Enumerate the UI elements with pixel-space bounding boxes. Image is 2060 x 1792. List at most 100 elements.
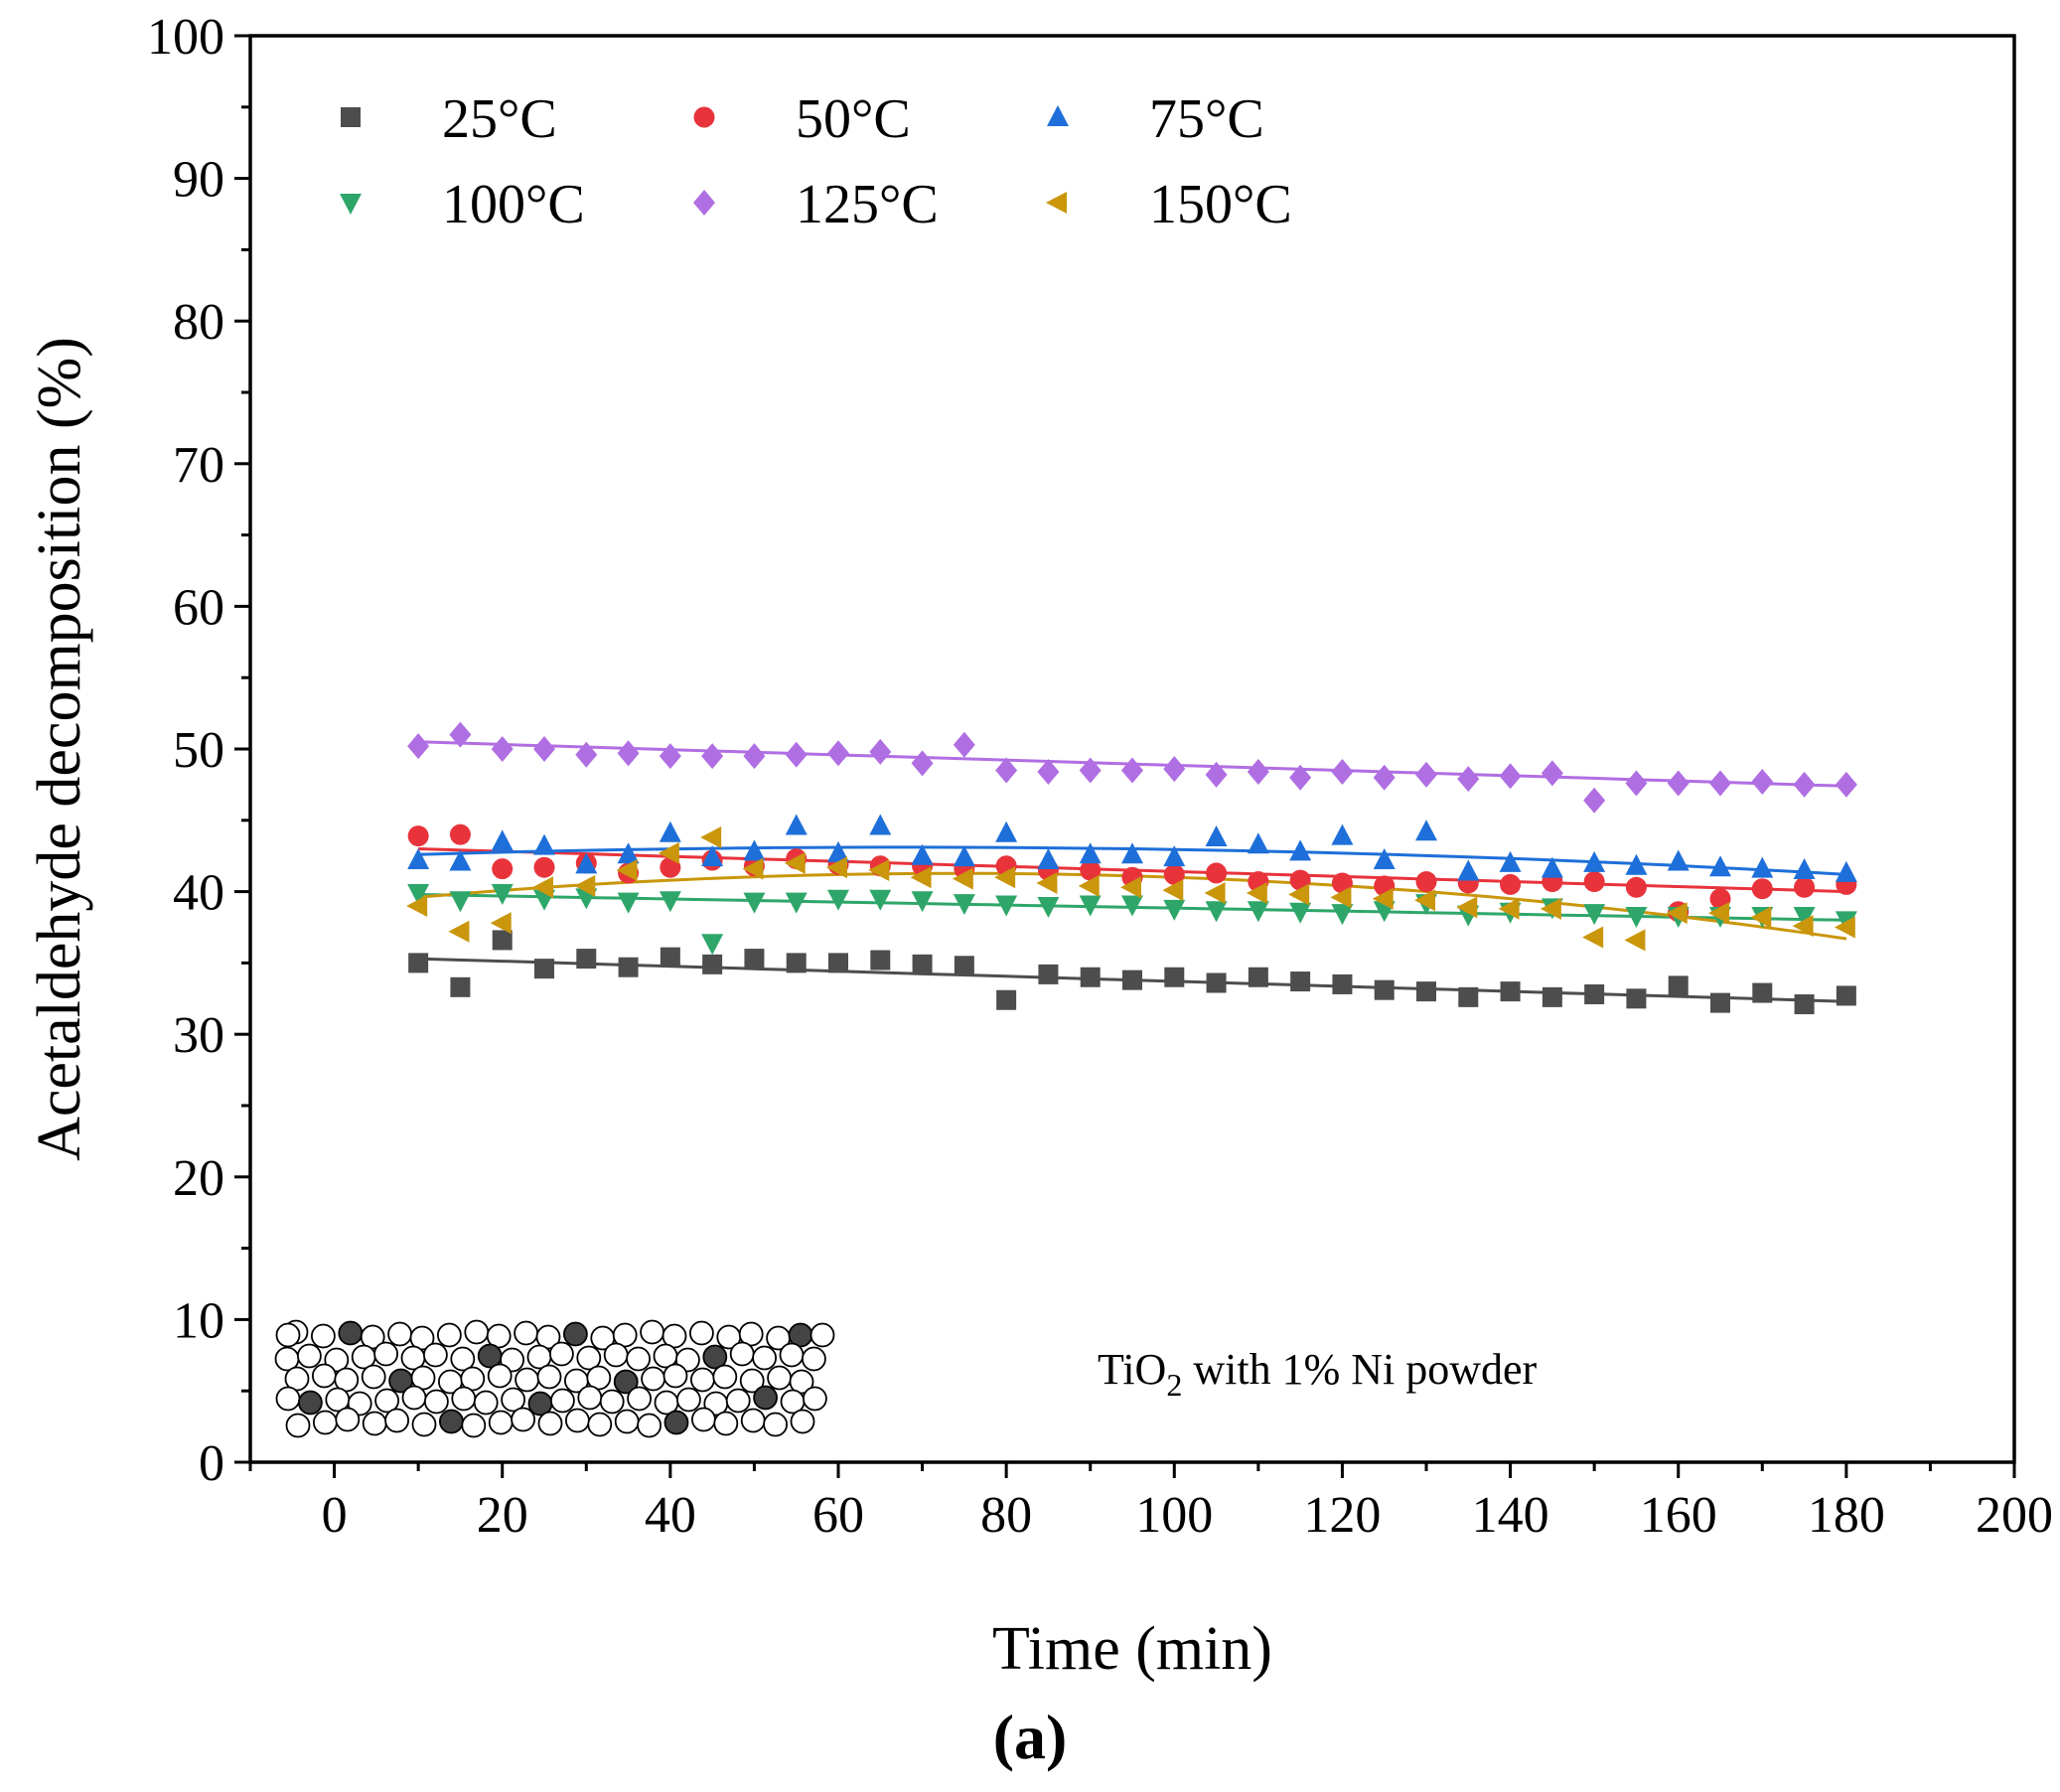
x-axis-title: Time (min) <box>992 1615 1272 1683</box>
tio2-particle <box>662 1363 688 1389</box>
point-150°C <box>994 866 1016 889</box>
point-25°C <box>1122 970 1142 990</box>
legend: 25°C 50°C 75°C 100°C 125°C 150°C <box>340 88 1292 235</box>
y-tick-label: 30 <box>173 1007 224 1064</box>
point-125°C <box>1205 761 1228 788</box>
point-50°C <box>1751 878 1773 900</box>
point-150°C <box>1498 897 1520 920</box>
legend-label: 25°C <box>442 88 557 150</box>
point-25°C <box>702 954 723 974</box>
point-25°C <box>408 953 429 973</box>
point-100°C <box>701 934 724 956</box>
point-25°C <box>1710 992 1730 1013</box>
point-100°C <box>911 891 934 913</box>
point-125°C <box>407 733 430 760</box>
ni-particle <box>563 1321 588 1347</box>
point-125°C <box>1793 771 1816 798</box>
particle-illustration <box>274 1319 835 1438</box>
tio2-particle <box>312 1410 338 1435</box>
tio2-particle <box>550 1388 575 1414</box>
point-150°C <box>952 867 973 890</box>
point-125°C <box>1163 756 1186 783</box>
point-50°C <box>1625 876 1647 898</box>
tio2-particle <box>275 1322 301 1348</box>
point-125°C <box>1751 769 1774 796</box>
point-125°C <box>785 741 808 768</box>
x-tick-label: 140 <box>1472 1487 1549 1544</box>
tio2-particle <box>549 1341 574 1367</box>
point-125°C <box>911 750 934 777</box>
point-125°C <box>1835 771 1857 798</box>
tio2-particle <box>802 1346 826 1372</box>
point-75°C <box>659 821 681 842</box>
point-150°C <box>784 851 806 874</box>
tio2-particle <box>310 1323 336 1349</box>
tio2-particle <box>790 1409 815 1434</box>
point-25°C <box>534 959 554 979</box>
point-150°C <box>532 876 553 899</box>
point-100°C <box>1079 895 1102 917</box>
tio2-particle <box>387 1321 413 1347</box>
tio2-particle <box>311 1363 337 1389</box>
point-100°C <box>869 889 892 911</box>
point-75°C <box>869 814 892 835</box>
tio2-particle <box>473 1390 499 1416</box>
point-125°C <box>701 743 724 770</box>
point-150°C <box>1792 915 1814 938</box>
point-25°C <box>1500 981 1521 1002</box>
point-75°C <box>449 849 472 871</box>
ni-particle <box>438 1409 464 1434</box>
legend-label: 50°C <box>796 88 911 150</box>
tio2-particle <box>767 1365 792 1391</box>
point-150°C <box>1540 897 1561 920</box>
point-125°C <box>953 731 975 758</box>
point-100°C <box>407 884 430 906</box>
tio2-particle <box>374 1388 400 1414</box>
y-tick-label: 80 <box>173 294 224 351</box>
legend-marker <box>341 107 361 127</box>
point-75°C <box>1709 855 1731 877</box>
point-75°C <box>827 840 849 862</box>
point-75°C <box>1331 823 1354 845</box>
tio2-particle <box>576 1345 602 1371</box>
point-25°C <box>450 976 471 997</box>
point-75°C <box>491 829 514 851</box>
point-50°C <box>1500 873 1522 895</box>
point-75°C <box>617 842 640 864</box>
point-50°C <box>1794 876 1816 898</box>
legend-marker <box>1046 192 1067 214</box>
tio2-particle <box>627 1386 652 1412</box>
point-75°C <box>1163 845 1186 867</box>
point-150°C <box>1708 902 1729 925</box>
x-tick-label: 100 <box>1135 1487 1213 1544</box>
annotation-subscript: 2 <box>1166 1367 1182 1403</box>
tio2-particle <box>641 1366 665 1392</box>
tio2-particle <box>296 1343 322 1369</box>
tio2-particle <box>285 1413 311 1438</box>
x-tick-label: 80 <box>980 1487 1032 1544</box>
point-125°C <box>575 741 598 768</box>
point-25°C <box>660 947 680 968</box>
point-150°C <box>574 874 596 897</box>
legend-marker <box>693 106 715 128</box>
tio2-particle <box>461 1413 487 1438</box>
point-100°C <box>827 889 849 911</box>
tio2-particle <box>640 1319 664 1345</box>
point-50°C <box>449 823 471 845</box>
point-150°C <box>1372 887 1394 910</box>
point-25°C <box>1332 973 1353 994</box>
legend-marker <box>340 194 362 215</box>
point-100°C <box>743 892 766 914</box>
point-75°C <box>407 848 430 870</box>
point-75°C <box>785 814 808 835</box>
point-150°C <box>1834 916 1855 939</box>
point-150°C <box>1078 874 1100 897</box>
tio2-particle <box>335 1407 361 1432</box>
tio2-particle <box>423 1389 449 1415</box>
ni-particle <box>297 1390 323 1416</box>
point-25°C <box>492 930 513 951</box>
point-25°C <box>1668 975 1689 996</box>
data-points <box>406 721 1857 1015</box>
point-50°C <box>1709 888 1731 910</box>
point-150°C <box>868 859 890 882</box>
